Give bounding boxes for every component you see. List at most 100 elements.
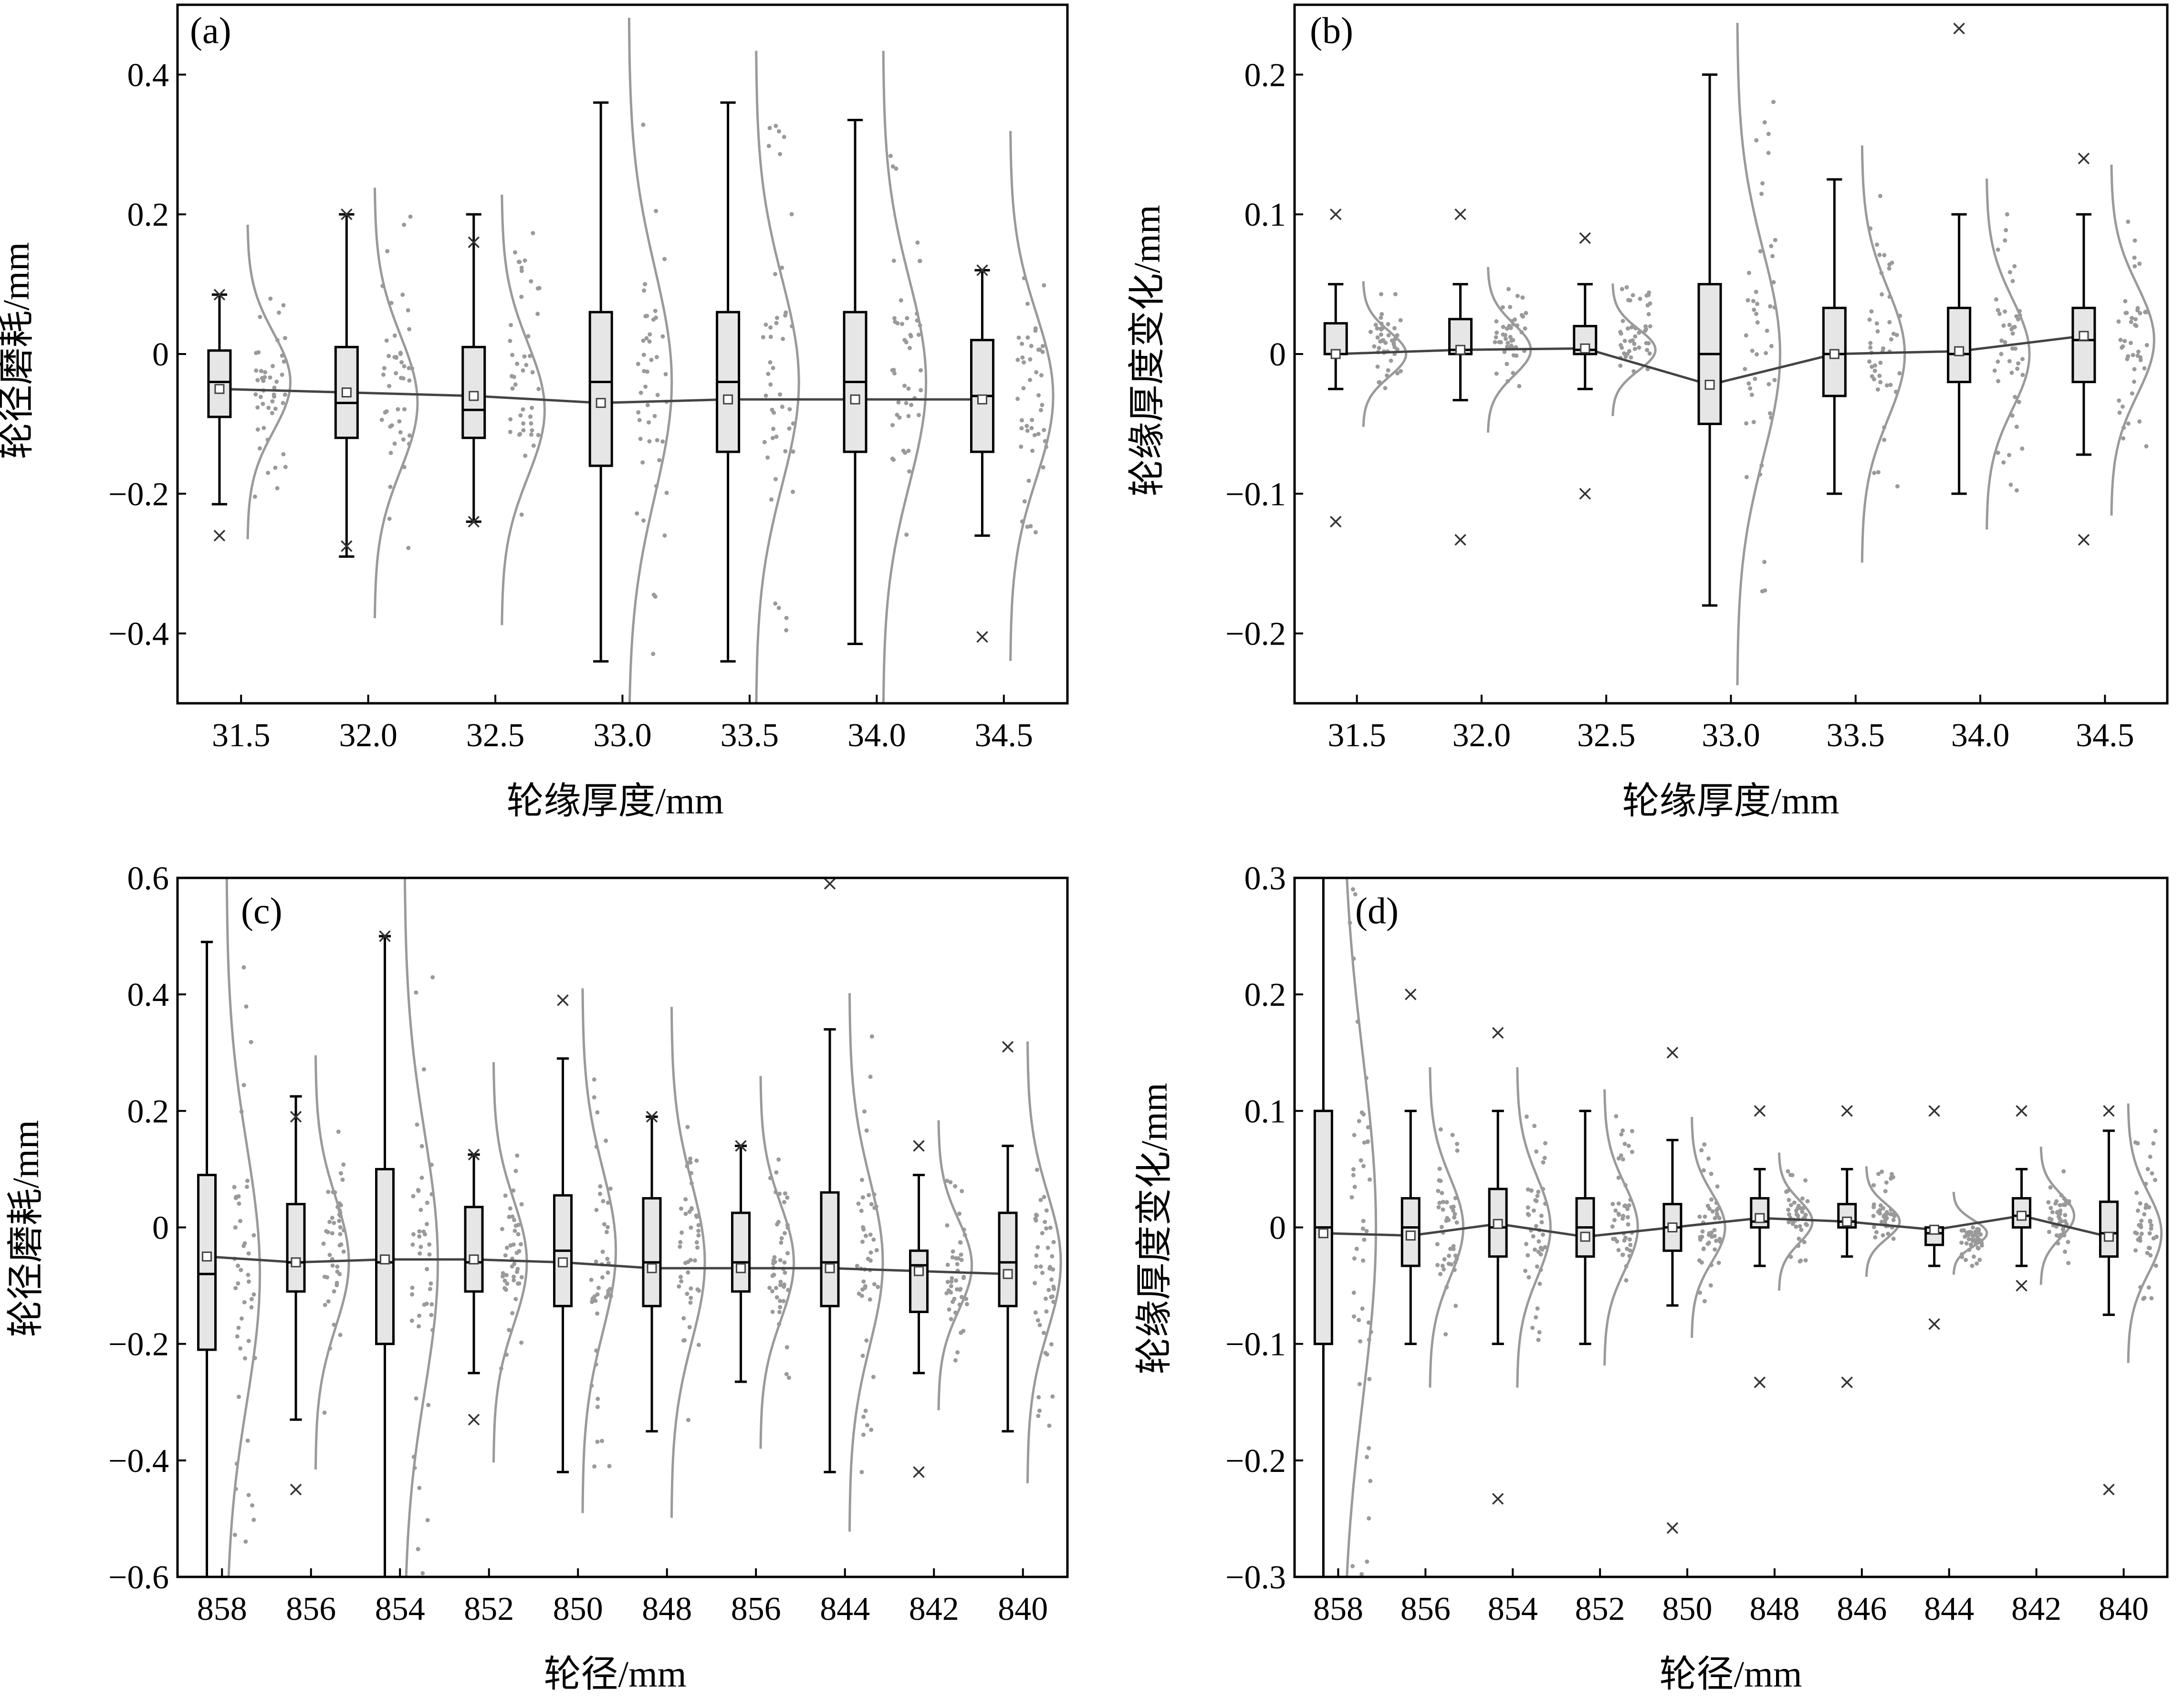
panel-a-jitter-dot bbox=[272, 386, 277, 390]
panel-c-jitter-dot bbox=[596, 1285, 601, 1290]
panel-b-jitter-dot bbox=[2122, 339, 2127, 344]
panel-c-xtick-label: 850 bbox=[553, 1591, 603, 1627]
panel-c-jitter-dot bbox=[330, 1263, 335, 1268]
panel-b-jitter-dot bbox=[1887, 320, 1892, 324]
panel-b-jitter-dot bbox=[2012, 264, 2017, 269]
panel-a-jitter-dot bbox=[915, 240, 920, 245]
panel-c-xtick-label: 844 bbox=[820, 1591, 870, 1627]
panel-c-jitter-dot bbox=[598, 1191, 602, 1196]
panel-b-jitter-dot bbox=[2007, 323, 2012, 327]
panel-d-density-curve bbox=[1346, 878, 1378, 1577]
panel-d-jitter-dot bbox=[1364, 1229, 1369, 1233]
panel-c-density-curve bbox=[759, 1076, 795, 1449]
panel-c-jitter-dot bbox=[338, 1225, 343, 1230]
panel-c-jitter-dot bbox=[964, 1296, 969, 1301]
panel-a: (a) 轮缘厚度/mm 轮径磨耗/mm −0.4 −0.2 0 0.2 0.4 31.5 3… bbox=[0, 3, 1069, 822]
panel-d-jitter-dot bbox=[1625, 1215, 1630, 1220]
panel-b-jitter-dot bbox=[1379, 326, 1383, 331]
panel-d-jitter-dot bbox=[1543, 1141, 1547, 1146]
panel-c-jitter-dots bbox=[767, 1157, 791, 1380]
panel-c-jitter-dot bbox=[606, 1289, 611, 1293]
panel-d-outlier-marker bbox=[1841, 1105, 1853, 1117]
panel-d-jitter-dot bbox=[1630, 1149, 1634, 1154]
panel-c-jitter-dot bbox=[241, 1083, 246, 1087]
panel-d-jitter-dot bbox=[1526, 1253, 1530, 1258]
panel-c-jitter-dot bbox=[236, 1281, 240, 1286]
panel-b-jitter-dot bbox=[1996, 247, 2000, 252]
panel-a-jitter-dot bbox=[389, 423, 394, 428]
panel-c-outlier-marker bbox=[913, 1140, 925, 1152]
panel-c-jitter-dot bbox=[948, 1180, 953, 1185]
panel-b-jitter-dot bbox=[1759, 191, 1764, 196]
panel-c-xtick-label: 852 bbox=[464, 1591, 514, 1627]
panel-c-jitter-dot bbox=[334, 1283, 339, 1287]
panel-b-jitter-dot bbox=[1751, 299, 1756, 303]
panel-b-jitter-dot bbox=[1769, 244, 1774, 249]
panel-c-jitter-dot bbox=[778, 1280, 783, 1284]
panel-a-jitter-dot bbox=[635, 511, 639, 516]
panel-a-mean-marker bbox=[214, 384, 225, 394]
panel-c-jitter-dot bbox=[1050, 1254, 1055, 1259]
panel-c-jitter-dot bbox=[779, 1236, 784, 1241]
panel-d-jitter-dot bbox=[2139, 1225, 2143, 1230]
panel-c-jitter-dot bbox=[1051, 1267, 1055, 1272]
panel-d-jitter-dot bbox=[2061, 1227, 2065, 1232]
panel-b-jitter-dot bbox=[1758, 472, 1763, 477]
panel-b-jitter-dot bbox=[1514, 353, 1519, 358]
panel-b-jitter-dots bbox=[1743, 100, 1777, 594]
panel-d-jitter-dot bbox=[1436, 1205, 1441, 1210]
panel-b-box bbox=[1448, 318, 1473, 355]
panel-c-jitter-dot bbox=[249, 1040, 253, 1044]
panel-c-jitter-dot bbox=[945, 1179, 950, 1183]
panel-c-jitter-dot bbox=[421, 1067, 426, 1072]
panel-c-jitter-dot bbox=[1033, 1310, 1038, 1315]
panel-d-jitter-dot bbox=[1881, 1206, 1886, 1210]
panel-a-jitter-dot bbox=[1040, 350, 1045, 354]
panel-c-jitter-dot bbox=[239, 1109, 244, 1114]
panel-d-jitter-dot bbox=[1537, 1330, 1542, 1335]
panel-a-jitter-dot bbox=[651, 652, 656, 656]
panel-b-jitter-dot bbox=[1517, 384, 1522, 388]
panel-c-jitter-dot bbox=[341, 1228, 346, 1232]
panel-c-jitter-dot bbox=[249, 1297, 254, 1302]
panel-d-jitter-dot bbox=[1700, 1229, 1705, 1234]
panel-a-jitter-dot bbox=[1020, 519, 1024, 524]
panel-d-jitter-dot bbox=[1884, 1216, 1889, 1220]
panel-b-jitter-dot bbox=[1503, 333, 1507, 337]
panel-c-jitter-dot bbox=[232, 1533, 237, 1537]
panel-d-jitter-dot bbox=[1536, 1250, 1541, 1254]
panel-b-jitter-dot bbox=[1375, 326, 1379, 331]
panel-d-jitter-dot bbox=[1622, 1142, 1627, 1146]
panel-b-jitter-dot bbox=[2133, 317, 2138, 322]
panel-c-jitter-dot bbox=[421, 1229, 426, 1234]
panel-c-jitter-dot bbox=[1036, 1395, 1041, 1399]
panel-b-jitter-dot bbox=[1632, 342, 1637, 346]
panel-a-jitter-dot bbox=[259, 369, 263, 374]
panel-c-jitter-dot bbox=[962, 1233, 967, 1237]
panel-b-jitter-dot bbox=[1888, 383, 1893, 387]
panel-c-jitter-dot bbox=[595, 1110, 600, 1115]
panel-c-jitter-dot bbox=[238, 1219, 242, 1223]
panel-a-jitter-dot bbox=[261, 402, 265, 407]
panel-d-jitter-dot bbox=[1970, 1263, 1975, 1268]
panel-d-jitter-dot bbox=[1878, 1203, 1883, 1208]
panel-b-jitter-dot bbox=[1890, 261, 1894, 265]
panel-b-jitter-dot bbox=[1379, 322, 1384, 326]
panel-c-jitter-dot bbox=[331, 1189, 335, 1194]
panel-d-ytick-label: 0.2 bbox=[1244, 977, 1286, 1013]
panel-b-outlier-marker bbox=[2078, 152, 2090, 165]
panel-a-jitter-dot bbox=[399, 360, 404, 365]
panel-c-jitter-dot bbox=[337, 1219, 342, 1223]
panel-d-jitter-dot bbox=[1534, 1149, 1539, 1154]
panel-a-jitter-dot bbox=[647, 420, 651, 425]
panel-d-jitter-dot bbox=[1454, 1256, 1459, 1261]
panel-c-density-curve bbox=[1026, 1041, 1062, 1483]
panel-d-jitter-dot bbox=[1543, 1201, 1547, 1206]
panel-a-jitter-dot bbox=[642, 288, 647, 293]
panel-c-jitter-dot bbox=[864, 1233, 868, 1238]
panel-d-jitter-dot bbox=[2153, 1129, 2158, 1133]
panel-c-jitter-dot bbox=[859, 1209, 864, 1213]
panel-d-jitter-dot bbox=[1449, 1205, 1454, 1210]
panel-d-tag: (d) bbox=[1355, 890, 1399, 931]
panel-d-jitter-dot bbox=[1628, 1237, 1632, 1242]
